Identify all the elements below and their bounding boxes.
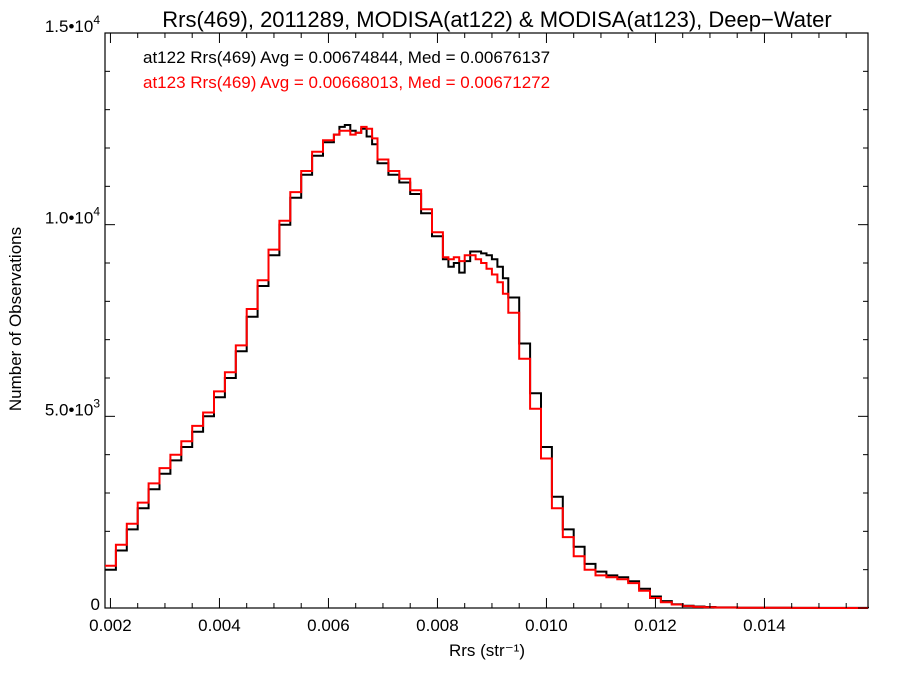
series-line-at123 <box>105 125 868 609</box>
series-line-at122 <box>105 124 869 609</box>
x-tick-label: 0.008 <box>416 616 459 635</box>
chart-title: Rrs(469), 2011289, MODISA(at122) & MODIS… <box>162 7 831 32</box>
x-tick-label: 0.004 <box>198 616 241 635</box>
y-tick-label: 1.0•104 <box>45 205 101 228</box>
x-axis-label: Rrs (str⁻¹) <box>449 641 525 660</box>
plot-frame <box>104 32 869 609</box>
x-tick-label: 0.006 <box>307 616 350 635</box>
y-axis-label: Number of Observations <box>6 227 25 411</box>
x-tick-label: 0.014 <box>743 616 786 635</box>
x-tick-label: 0.012 <box>634 616 677 635</box>
legend-entry-at122: at122 Rrs(469) Avg = 0.00674844, Med = 0… <box>143 48 550 67</box>
x-tick-label: 0.002 <box>89 616 132 635</box>
x-tick-label: 0.010 <box>525 616 568 635</box>
y-tick-label: 1.5•104 <box>45 13 101 36</box>
legend-entry-at123: at123 Rrs(469) Avg = 0.00668013, Med = 0… <box>143 73 550 92</box>
y-tick-label: 5.0•103 <box>45 396 101 419</box>
y-tick-label: 0 <box>91 595 100 614</box>
